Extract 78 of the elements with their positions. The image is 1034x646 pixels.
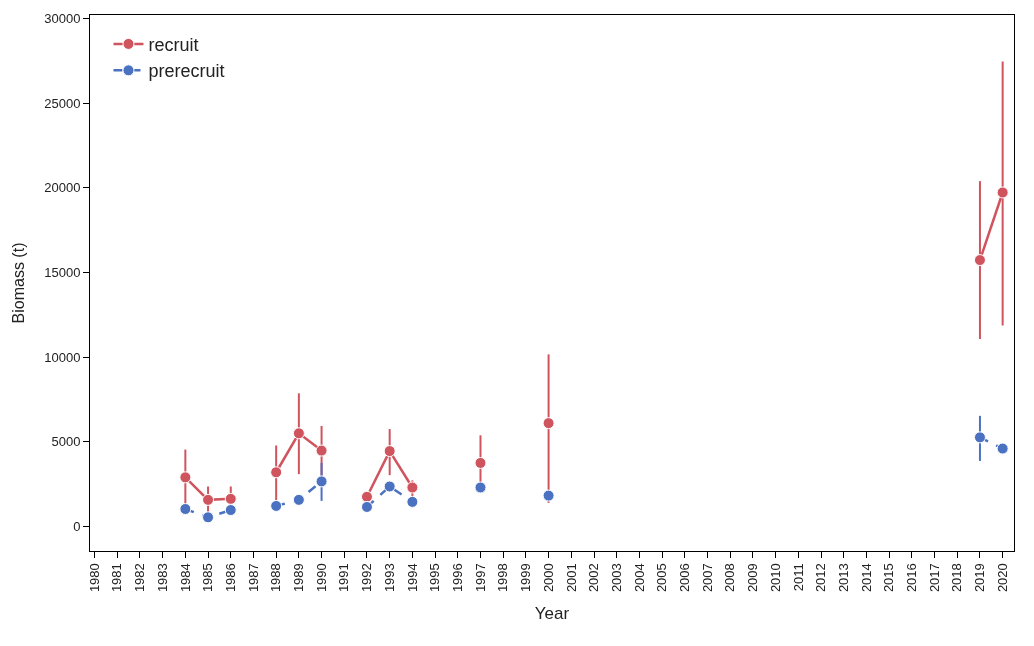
x-tick-label: 1984 <box>177 563 193 593</box>
x-tick-label: 2003 <box>608 563 624 593</box>
x-tick-label: 1982 <box>132 563 148 593</box>
x-tick-label: 2011 <box>790 563 806 592</box>
x-tick-label: 2009 <box>745 563 761 593</box>
x-tick-label: 2015 <box>881 563 897 593</box>
x-tick-label: 1989 <box>291 563 307 593</box>
x-tick-label: 1994 <box>404 563 420 593</box>
x-tick-label: 1996 <box>450 563 466 593</box>
point <box>179 471 192 484</box>
x-tick-label: 2017 <box>926 563 942 593</box>
x-tick-label: 2002 <box>586 563 602 593</box>
y-tick-label: 10000 <box>44 349 81 365</box>
point <box>315 475 328 488</box>
x-tick-label: 1993 <box>381 563 397 593</box>
x-tick-label: 2006 <box>677 563 693 593</box>
x-tick-label: 1985 <box>200 563 216 593</box>
point <box>996 186 1009 199</box>
x-tick-label: 2010 <box>767 563 783 593</box>
x-tick-label: 2007 <box>699 563 715 593</box>
x-tick-label: 1991 <box>336 563 352 593</box>
point <box>973 254 986 267</box>
point <box>202 511 215 524</box>
point <box>406 495 419 508</box>
x-tick-label: 2001 <box>563 563 579 593</box>
x-axis-title: Year <box>534 603 570 623</box>
x-tick-label: 1981 <box>109 563 125 593</box>
point <box>406 481 419 494</box>
point <box>383 445 396 458</box>
point <box>542 417 555 430</box>
x-tick-label: 1999 <box>518 563 534 593</box>
point <box>383 480 396 493</box>
y-tick-label: 0 <box>73 518 81 534</box>
x-tick-label: 2005 <box>654 563 670 593</box>
x-tick-label: 2012 <box>813 563 829 593</box>
x-tick-label: 2014 <box>858 563 874 593</box>
x-tick-label: 2019 <box>972 563 988 593</box>
x-tick-label: 2016 <box>904 563 920 593</box>
x-tick-label: 2018 <box>949 563 965 593</box>
point <box>474 456 487 469</box>
y-tick-label: 30000 <box>44 10 81 26</box>
x-tick-label: 1987 <box>245 563 261 593</box>
y-tick-label: 15000 <box>44 264 81 280</box>
x-tick-label: 1988 <box>268 563 284 593</box>
y-axis-title: Biomass (t) <box>10 242 28 324</box>
point <box>996 442 1009 455</box>
y-tick-label: 25000 <box>44 95 81 111</box>
point <box>360 500 373 513</box>
point <box>292 493 305 506</box>
point <box>542 489 555 502</box>
x-tick-label: 1997 <box>472 563 488 593</box>
x-tick-label: 2013 <box>835 563 851 593</box>
legend-label: prerecruit <box>148 61 225 82</box>
point <box>202 493 215 506</box>
point <box>270 499 283 512</box>
x-tick-label: 1992 <box>359 563 375 593</box>
point <box>224 504 237 517</box>
point <box>292 427 305 440</box>
x-tick-label: 1998 <box>495 563 511 593</box>
x-tick-label: 1986 <box>222 563 238 593</box>
y-tick-label: 20000 <box>44 180 81 196</box>
point <box>179 503 192 515</box>
point <box>270 466 283 479</box>
x-tick-label: 1980 <box>86 563 102 593</box>
point <box>360 490 373 503</box>
x-tick-label: 1995 <box>427 563 443 593</box>
point <box>474 481 487 494</box>
x-tick-label: 1990 <box>313 563 329 593</box>
point <box>224 492 237 505</box>
x-tick-label: 2020 <box>994 563 1010 593</box>
x-tick-label: 2008 <box>722 563 738 593</box>
x-tick-label: 2000 <box>540 563 556 593</box>
point <box>315 444 328 457</box>
y-tick-label: 5000 <box>51 434 81 450</box>
x-tick-label: 2004 <box>631 563 647 593</box>
x-tick-label: 1983 <box>154 563 170 593</box>
legend-label: recruit <box>148 34 199 55</box>
point <box>973 431 986 444</box>
